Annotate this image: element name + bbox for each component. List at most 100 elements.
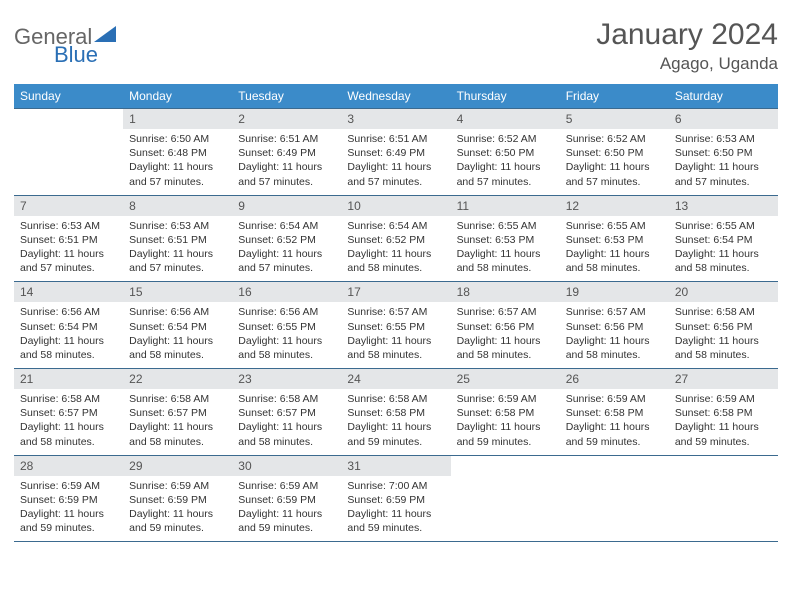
day-cell: 30Sunrise: 6:59 AMSunset: 6:59 PMDayligh…	[232, 455, 341, 542]
daylight-1: Daylight: 11 hours	[566, 160, 663, 174]
day-number: 6	[669, 109, 778, 129]
daylight-1: Daylight: 11 hours	[129, 420, 226, 434]
daylight-2: and 58 minutes.	[129, 435, 226, 449]
day-cell: 21Sunrise: 6:58 AMSunset: 6:57 PMDayligh…	[14, 369, 123, 456]
day-cell: 14Sunrise: 6:56 AMSunset: 6:54 PMDayligh…	[14, 282, 123, 369]
daylight-2: and 57 minutes.	[675, 175, 772, 189]
day-number: 22	[123, 369, 232, 389]
daylight-2: and 58 minutes.	[20, 348, 117, 362]
day-cell: 2Sunrise: 6:51 AMSunset: 6:49 PMDaylight…	[232, 109, 341, 196]
daylight-1: Daylight: 11 hours	[347, 420, 444, 434]
daylight-1: Daylight: 11 hours	[129, 507, 226, 521]
dow-friday: Friday	[560, 84, 669, 109]
day-number: 20	[669, 282, 778, 302]
day-number: 30	[232, 456, 341, 476]
daylight-2: and 59 minutes.	[347, 521, 444, 535]
sunrise: Sunrise: 6:51 AM	[238, 132, 335, 146]
day-number: 9	[232, 196, 341, 216]
sunset: Sunset: 6:54 PM	[129, 320, 226, 334]
day-data: Sunrise: 6:59 AMSunset: 6:59 PMDaylight:…	[14, 476, 123, 542]
daylight-2: and 58 minutes.	[675, 348, 772, 362]
daylight-2: and 59 minutes.	[457, 435, 554, 449]
day-cell: 6Sunrise: 6:53 AMSunset: 6:50 PMDaylight…	[669, 109, 778, 196]
daylight-1: Daylight: 11 hours	[238, 247, 335, 261]
empty-cell	[560, 455, 669, 542]
daylight-1: Daylight: 11 hours	[238, 160, 335, 174]
day-cell: 18Sunrise: 6:57 AMSunset: 6:56 PMDayligh…	[451, 282, 560, 369]
daylight-1: Daylight: 11 hours	[20, 247, 117, 261]
empty-cell	[451, 455, 560, 542]
dow-saturday: Saturday	[669, 84, 778, 109]
sunset: Sunset: 6:55 PM	[347, 320, 444, 334]
day-number: 11	[451, 196, 560, 216]
day-number: 13	[669, 196, 778, 216]
day-cell: 22Sunrise: 6:58 AMSunset: 6:57 PMDayligh…	[123, 369, 232, 456]
title-block: January 2024 Agago, Uganda	[596, 18, 778, 74]
sunset: Sunset: 6:58 PM	[675, 406, 772, 420]
day-cell: 3Sunrise: 6:51 AMSunset: 6:49 PMDaylight…	[341, 109, 450, 196]
daylight-1: Daylight: 11 hours	[347, 507, 444, 521]
daylight-2: and 58 minutes.	[675, 261, 772, 275]
day-data: Sunrise: 6:59 AMSunset: 6:58 PMDaylight:…	[451, 389, 560, 455]
day-number: 2	[232, 109, 341, 129]
daylight-1: Daylight: 11 hours	[457, 334, 554, 348]
week-row: 1Sunrise: 6:50 AMSunset: 6:48 PMDaylight…	[14, 109, 778, 196]
day-number: 23	[232, 369, 341, 389]
day-number: 25	[451, 369, 560, 389]
dow-thursday: Thursday	[451, 84, 560, 109]
sunset: Sunset: 6:50 PM	[675, 146, 772, 160]
day-cell: 12Sunrise: 6:55 AMSunset: 6:53 PMDayligh…	[560, 195, 669, 282]
daylight-1: Daylight: 11 hours	[129, 334, 226, 348]
daylight-1: Daylight: 11 hours	[20, 334, 117, 348]
daylight-1: Daylight: 11 hours	[457, 420, 554, 434]
day-of-week-row: SundayMondayTuesdayWednesdayThursdayFrid…	[14, 84, 778, 109]
daylight-1: Daylight: 11 hours	[238, 420, 335, 434]
daylight-2: and 57 minutes.	[129, 175, 226, 189]
day-number: 8	[123, 196, 232, 216]
daylight-1: Daylight: 11 hours	[129, 160, 226, 174]
day-cell: 5Sunrise: 6:52 AMSunset: 6:50 PMDaylight…	[560, 109, 669, 196]
daylight-1: Daylight: 11 hours	[566, 420, 663, 434]
day-number: 26	[560, 369, 669, 389]
sunrise: Sunrise: 6:59 AM	[129, 479, 226, 493]
day-number: 28	[14, 456, 123, 476]
sunrise: Sunrise: 6:55 AM	[566, 219, 663, 233]
day-cell: 24Sunrise: 6:58 AMSunset: 6:58 PMDayligh…	[341, 369, 450, 456]
day-data: Sunrise: 6:55 AMSunset: 6:54 PMDaylight:…	[669, 216, 778, 282]
daylight-2: and 57 minutes.	[129, 261, 226, 275]
daylight-1: Daylight: 11 hours	[129, 247, 226, 261]
sunset: Sunset: 6:56 PM	[457, 320, 554, 334]
sunset: Sunset: 6:50 PM	[566, 146, 663, 160]
sunrise: Sunrise: 6:58 AM	[20, 392, 117, 406]
sunrise: Sunrise: 6:56 AM	[238, 305, 335, 319]
sunset: Sunset: 6:58 PM	[457, 406, 554, 420]
sunrise: Sunrise: 6:51 AM	[347, 132, 444, 146]
day-data: Sunrise: 6:54 AMSunset: 6:52 PMDaylight:…	[232, 216, 341, 282]
week-row: 28Sunrise: 6:59 AMSunset: 6:59 PMDayligh…	[14, 455, 778, 542]
sunset: Sunset: 6:59 PM	[20, 493, 117, 507]
day-data: Sunrise: 6:57 AMSunset: 6:55 PMDaylight:…	[341, 302, 450, 368]
day-cell: 10Sunrise: 6:54 AMSunset: 6:52 PMDayligh…	[341, 195, 450, 282]
sunrise: Sunrise: 6:59 AM	[675, 392, 772, 406]
day-cell: 25Sunrise: 6:59 AMSunset: 6:58 PMDayligh…	[451, 369, 560, 456]
day-cell: 16Sunrise: 6:56 AMSunset: 6:55 PMDayligh…	[232, 282, 341, 369]
day-data: Sunrise: 6:55 AMSunset: 6:53 PMDaylight:…	[451, 216, 560, 282]
day-data: Sunrise: 6:50 AMSunset: 6:48 PMDaylight:…	[123, 129, 232, 195]
sunrise: Sunrise: 6:58 AM	[347, 392, 444, 406]
day-data: Sunrise: 6:58 AMSunset: 6:56 PMDaylight:…	[669, 302, 778, 368]
sunset: Sunset: 6:57 PM	[20, 406, 117, 420]
daylight-2: and 59 minutes.	[566, 435, 663, 449]
sunset: Sunset: 6:52 PM	[238, 233, 335, 247]
daylight-1: Daylight: 11 hours	[566, 247, 663, 261]
daylight-2: and 57 minutes.	[566, 175, 663, 189]
day-number: 16	[232, 282, 341, 302]
daylight-1: Daylight: 11 hours	[566, 334, 663, 348]
week-row: 7Sunrise: 6:53 AMSunset: 6:51 PMDaylight…	[14, 195, 778, 282]
sunrise: Sunrise: 6:58 AM	[675, 305, 772, 319]
sunset: Sunset: 6:59 PM	[238, 493, 335, 507]
day-cell: 9Sunrise: 6:54 AMSunset: 6:52 PMDaylight…	[232, 195, 341, 282]
daylight-2: and 58 minutes.	[457, 348, 554, 362]
sunset: Sunset: 6:56 PM	[675, 320, 772, 334]
day-number: 7	[14, 196, 123, 216]
daylight-1: Daylight: 11 hours	[457, 160, 554, 174]
